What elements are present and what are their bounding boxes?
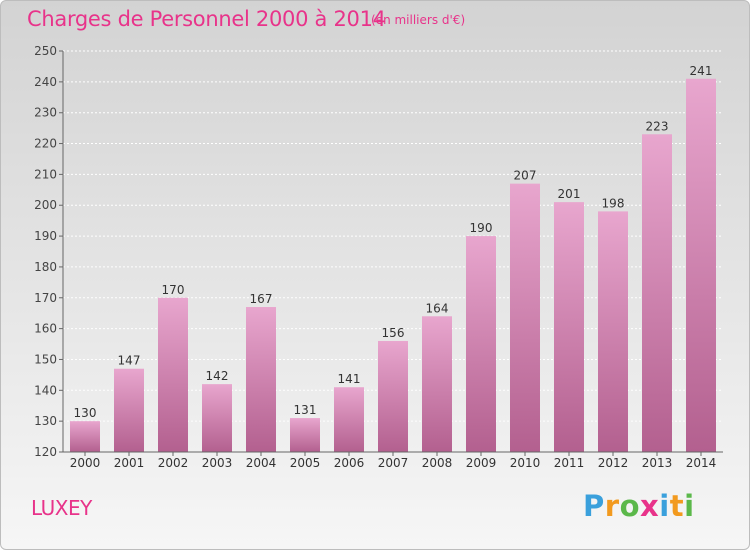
x-tick-label: 2002 bbox=[158, 456, 189, 470]
bar bbox=[598, 211, 628, 452]
bar-value-label: 130 bbox=[74, 406, 97, 420]
y-tick-label: 240 bbox=[34, 75, 57, 89]
chart-subtitle: (en milliers d'€) bbox=[371, 13, 466, 27]
bar-value-label: 223 bbox=[646, 119, 669, 133]
bar-value-label: 156 bbox=[382, 326, 405, 340]
proxiti-logo: Proxiti bbox=[583, 489, 695, 523]
bar-value-label: 142 bbox=[206, 369, 229, 383]
y-tick-label: 120 bbox=[34, 445, 57, 459]
bar bbox=[554, 202, 584, 452]
bar bbox=[686, 78, 716, 452]
x-tick-label: 2004 bbox=[246, 456, 277, 470]
y-tick-label: 150 bbox=[34, 352, 57, 366]
logo-letter: i bbox=[684, 489, 695, 523]
x-tick-label: 2006 bbox=[334, 456, 365, 470]
bar-value-label: 131 bbox=[294, 403, 317, 417]
x-tick-label: 2003 bbox=[202, 456, 233, 470]
bar-value-label: 241 bbox=[690, 64, 713, 78]
bar bbox=[70, 421, 100, 452]
x-tick-label: 2007 bbox=[378, 456, 409, 470]
x-tick-label: 2012 bbox=[598, 456, 629, 470]
logo-letter: x bbox=[640, 489, 660, 523]
x-tick-label: 2008 bbox=[422, 456, 453, 470]
y-tick-label: 230 bbox=[34, 106, 57, 120]
bar-value-label: 207 bbox=[514, 169, 537, 183]
bar-value-label: 167 bbox=[250, 292, 273, 306]
y-tick-label: 130 bbox=[34, 414, 57, 428]
bar-value-label: 141 bbox=[338, 372, 361, 386]
x-tick-label: 2001 bbox=[114, 456, 145, 470]
y-tick-label: 180 bbox=[34, 260, 57, 274]
commune-name: LUXEY bbox=[31, 496, 92, 520]
y-tick-label: 220 bbox=[34, 137, 57, 151]
x-tick-label: 2011 bbox=[554, 456, 585, 470]
x-tick-label: 2005 bbox=[290, 456, 321, 470]
bar bbox=[114, 368, 144, 452]
bar bbox=[422, 316, 452, 452]
axis-layer: 120 130 140 150 160 170 180 190 200 210 220 230 240 2… bbox=[34, 44, 723, 470]
logo-letter: o bbox=[619, 489, 641, 523]
y-tick-label: 190 bbox=[34, 229, 57, 243]
bar-value-label: 170 bbox=[162, 283, 185, 297]
bar-value-label: 164 bbox=[426, 301, 449, 315]
y-tick-label: 170 bbox=[34, 291, 57, 305]
bar bbox=[158, 297, 188, 452]
logo-letter: t bbox=[669, 489, 685, 523]
logo-letter: P bbox=[583, 489, 605, 523]
y-tick-label: 250 bbox=[34, 44, 57, 58]
bar-value-label: 201 bbox=[558, 187, 581, 201]
y-tick-label: 200 bbox=[34, 198, 57, 212]
bar bbox=[466, 236, 496, 452]
bar-layer bbox=[70, 78, 716, 453]
chart-title: Charges de Personnel 2000 à 2014 bbox=[27, 7, 386, 31]
bar bbox=[378, 340, 408, 452]
y-tick-label: 210 bbox=[34, 167, 57, 181]
logo-letter: i bbox=[659, 489, 670, 523]
bar bbox=[290, 418, 320, 452]
x-tick-label: 2013 bbox=[642, 456, 673, 470]
bar bbox=[202, 384, 232, 452]
x-tick-label: 2014 bbox=[686, 456, 717, 470]
y-tick-label: 160 bbox=[34, 322, 57, 336]
bar bbox=[246, 307, 276, 452]
x-tick-label: 2010 bbox=[510, 456, 541, 470]
bar bbox=[510, 183, 540, 452]
x-tick-label: 2009 bbox=[466, 456, 497, 470]
logo-letter: r bbox=[604, 489, 620, 523]
bar bbox=[642, 134, 672, 453]
bar bbox=[334, 387, 364, 452]
bar-value-label: 198 bbox=[602, 196, 625, 210]
bar-value-label: 147 bbox=[118, 354, 141, 368]
y-tick-label: 140 bbox=[34, 383, 57, 397]
label-layer: 130 147 170 142 167 131 141 156 164 190 207 201 198 2… bbox=[74, 64, 713, 420]
bar-value-label: 190 bbox=[470, 221, 493, 235]
x-tick-label: 2000 bbox=[70, 456, 101, 470]
